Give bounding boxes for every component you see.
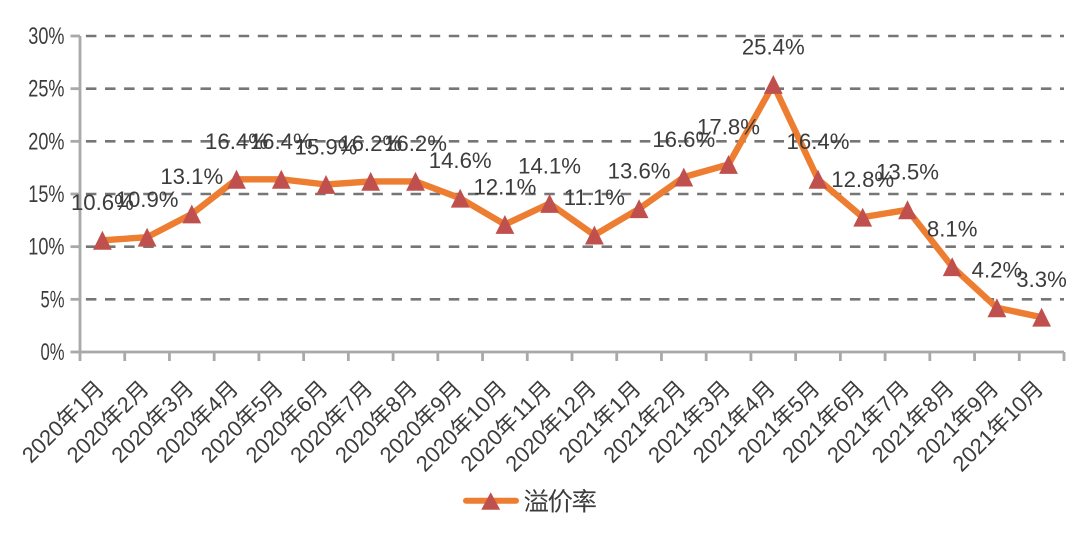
svg-text:30%: 30% <box>28 23 64 50</box>
svg-text:16.4%: 16.4% <box>250 129 313 154</box>
svg-text:16.2%: 16.2% <box>339 131 402 156</box>
svg-text:17.8%: 17.8% <box>697 114 760 139</box>
svg-text:15.9%: 15.9% <box>295 134 358 159</box>
svg-text:20%: 20% <box>28 128 64 155</box>
svg-text:16.6%: 16.6% <box>652 127 715 152</box>
svg-text:13.1%: 13.1% <box>160 164 223 189</box>
svg-text:3.3%: 3.3% <box>1016 267 1067 292</box>
svg-text:12.8%: 12.8% <box>831 167 894 192</box>
svg-text:10%: 10% <box>28 234 64 261</box>
svg-text:0%: 0% <box>41 339 65 366</box>
svg-text:10.6%: 10.6% <box>71 190 134 215</box>
svg-text:4.2%: 4.2% <box>972 258 1023 283</box>
svg-text:25.4%: 25.4% <box>742 34 805 59</box>
svg-text:16.4%: 16.4% <box>787 129 850 154</box>
svg-text:5%: 5% <box>41 286 65 313</box>
svg-text:13.5%: 13.5% <box>876 160 939 185</box>
svg-text:16.2%: 16.2% <box>384 131 447 156</box>
svg-text:13.6%: 13.6% <box>608 159 671 184</box>
svg-text:25%: 25% <box>28 76 64 103</box>
svg-text:15%: 15% <box>28 181 64 208</box>
svg-text:10.9%: 10.9% <box>116 187 179 212</box>
svg-text:8.1%: 8.1% <box>927 217 978 242</box>
svg-text:12.1%: 12.1% <box>473 174 536 199</box>
svg-text:14.6%: 14.6% <box>429 148 492 173</box>
svg-text:14.1%: 14.1% <box>518 153 581 178</box>
svg-text:11.1%: 11.1% <box>564 185 625 210</box>
svg-text:16.4%: 16.4% <box>205 129 268 154</box>
